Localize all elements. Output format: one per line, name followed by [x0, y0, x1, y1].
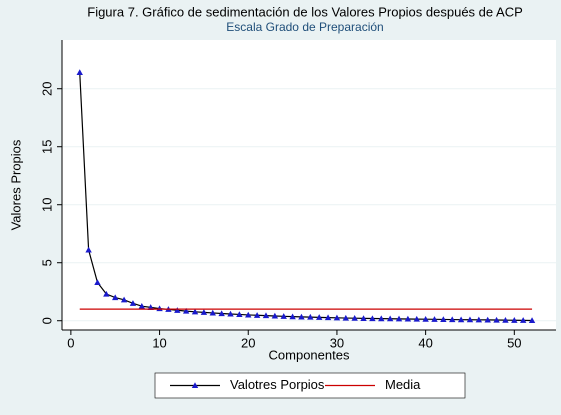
marker: [289, 313, 296, 320]
marker: [378, 315, 385, 322]
marker: [298, 313, 305, 320]
x-tick-label: 0: [67, 335, 74, 350]
marker: [466, 316, 474, 323]
marker: [271, 312, 279, 319]
legend-label: Media: [385, 377, 421, 392]
marker: [528, 317, 536, 324]
marker: [484, 316, 491, 323]
marker: [502, 316, 509, 323]
marker: [76, 69, 83, 76]
marker: [511, 317, 518, 323]
plot-area: [62, 40, 556, 330]
marker: [218, 310, 225, 317]
marker: [413, 315, 420, 322]
marker: [174, 307, 181, 313]
marker: [182, 307, 190, 314]
marker: [351, 314, 358, 321]
marker: [431, 316, 438, 322]
marker: [519, 317, 527, 323]
y-tick-label: 0: [39, 317, 54, 324]
x-axis-label: Componentes: [269, 347, 350, 362]
x-tick-label: 10: [152, 335, 166, 350]
marker: [236, 311, 243, 318]
marker: [262, 312, 270, 319]
x-tick-label: 40: [418, 335, 432, 350]
marker: [112, 294, 119, 301]
legend-label: Valotres Porpios: [230, 377, 325, 392]
marker: [94, 279, 101, 285]
marker: [85, 246, 92, 253]
marker: [440, 316, 447, 323]
marker: [227, 310, 234, 317]
marker: [200, 309, 208, 315]
marker: [493, 316, 500, 323]
marker: [386, 315, 394, 322]
marker: [333, 314, 341, 321]
marker: [103, 290, 110, 297]
y-axis-label: Valores Propios: [8, 139, 23, 230]
marker: [280, 313, 287, 319]
legend-marker: [191, 382, 199, 389]
marker: [457, 316, 465, 323]
marker: [307, 313, 314, 320]
chart-subtitle: Escala Grado de Preparación: [226, 20, 383, 34]
marker: [191, 308, 199, 315]
x-tick-label: 30: [330, 335, 344, 350]
marker: [253, 312, 261, 318]
x-tick-label: 20: [241, 335, 255, 350]
marker: [342, 314, 350, 321]
y-tick-label: 5: [39, 259, 54, 266]
marker: [209, 309, 216, 316]
marker: [324, 314, 332, 321]
marker: [138, 303, 146, 309]
series-line: [79, 72, 533, 322]
marker: [245, 311, 252, 318]
marker: [422, 316, 429, 322]
x-tick-label: 50: [507, 335, 521, 350]
marker: [360, 315, 367, 321]
y-tick-label: 15: [39, 139, 54, 153]
marker: [315, 314, 323, 320]
marker: [449, 316, 456, 323]
marker: [395, 315, 403, 322]
marker: [475, 316, 483, 323]
y-tick-label: 10: [39, 197, 54, 211]
marker: [369, 315, 376, 322]
y-tick-label: 20: [39, 81, 54, 95]
marker: [404, 315, 412, 322]
marker: [129, 300, 137, 306]
marker: [147, 304, 154, 310]
chart-title: Figura 7. Gráfico de sedimentación de lo…: [87, 4, 523, 19]
marker: [120, 296, 128, 303]
